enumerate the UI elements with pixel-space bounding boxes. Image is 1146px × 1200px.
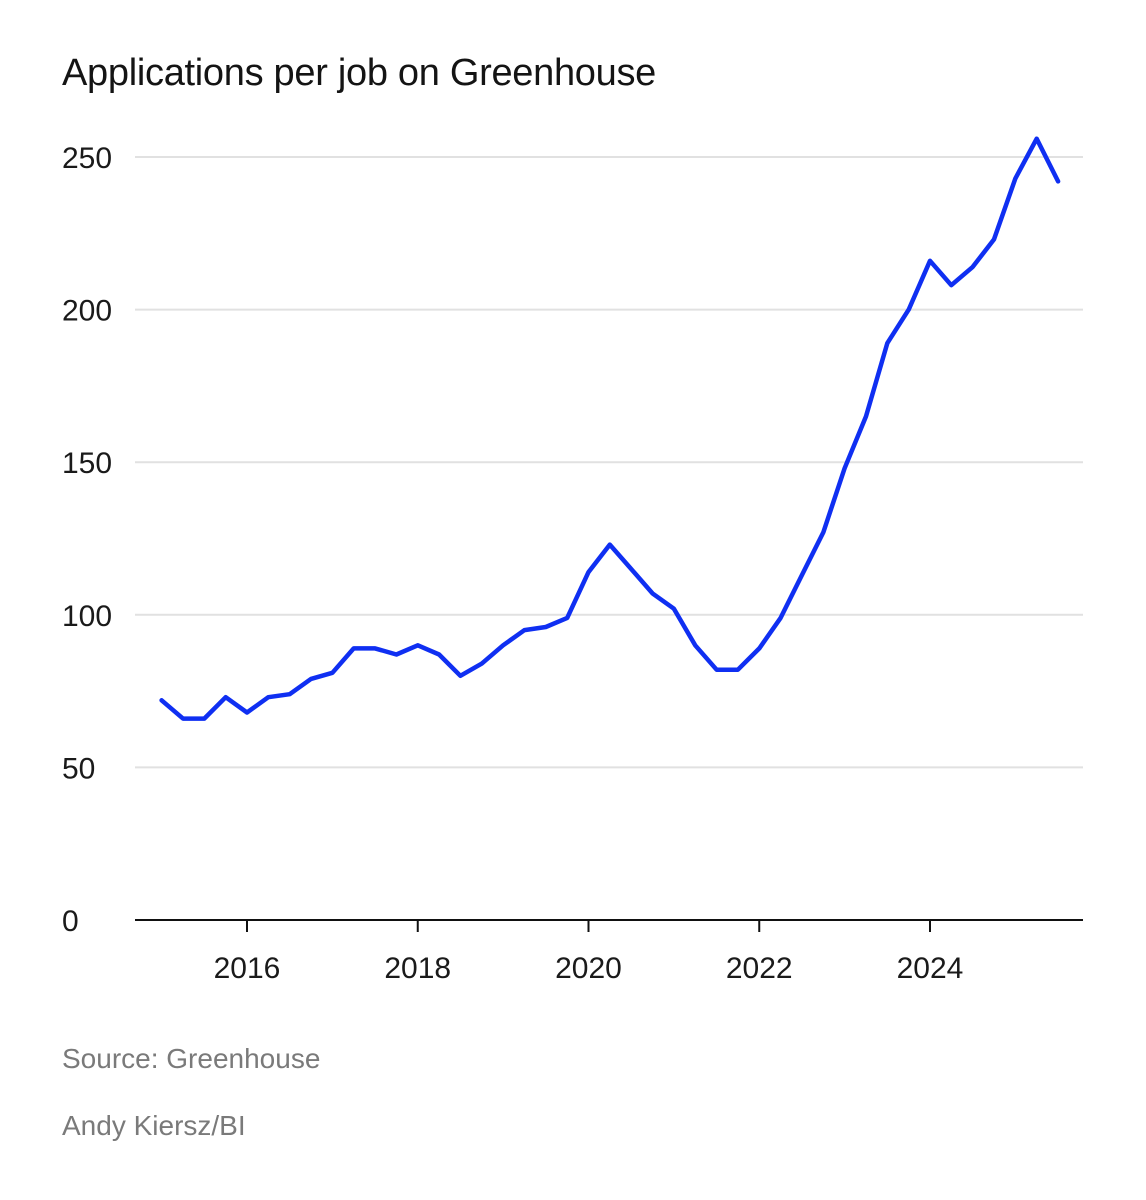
line-chart: 0 50 100 150 200 250 2016 2018 2020 2022 2024 <box>62 136 1083 985</box>
x-tick-label: 2024 <box>897 952 964 985</box>
gridlines <box>135 156 1083 769</box>
series-group <box>159 136 1061 721</box>
credit-note: Andy Kiersz/BI <box>62 1110 246 1141</box>
x-tick-label: 2020 <box>555 952 622 985</box>
x-tick-label: 2018 <box>384 952 451 985</box>
y-tick-label: 250 <box>62 142 112 175</box>
x-axis-ticks: 2016 2018 2020 2022 2024 <box>214 920 964 985</box>
source-note: Source: Greenhouse <box>62 1043 321 1074</box>
y-axis-ticks: 0 50 100 150 200 250 <box>62 142 112 938</box>
x-tick-label: 2022 <box>726 952 793 985</box>
y-tick-label: 50 <box>62 752 95 785</box>
y-tick-label: 200 <box>62 295 112 328</box>
x-tick-label: 2016 <box>214 952 281 985</box>
y-tick-label: 150 <box>62 447 112 480</box>
y-tick-label: 100 <box>62 600 112 633</box>
y-tick-label: 0 <box>62 905 79 938</box>
chart-title: Applications per job on Greenhouse <box>62 52 656 94</box>
series-line-0 <box>159 136 1061 721</box>
